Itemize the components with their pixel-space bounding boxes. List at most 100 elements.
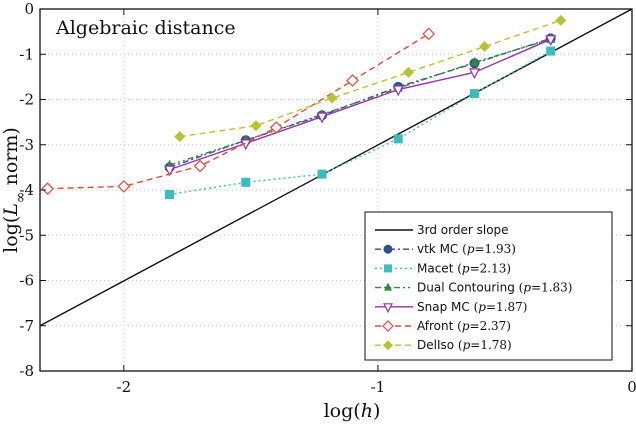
data-point-snap [469, 68, 480, 80]
data-point-macet [393, 134, 403, 144]
legend-p-open: ( [474, 300, 479, 314]
series-deliso [174, 14, 567, 143]
legend-p-value: =1.93) [475, 242, 516, 256]
data-point-deliso [555, 14, 567, 26]
y-tick-label: -4 [19, 181, 34, 199]
x-axis-title: log(h) [324, 400, 381, 422]
y-axis-title-prefix: log( [0, 216, 22, 253]
legend-p-symbol: p [462, 261, 470, 275]
legend-p-open: ( [457, 319, 462, 333]
y-tick-label: -1 [19, 45, 34, 63]
legend: 3rd order slope vtk MC (p=1.93) Macet (p=2… [364, 211, 613, 361]
legend-box [364, 211, 613, 361]
data-point-afront [346, 74, 359, 87]
y-axis-title-var: L [0, 203, 22, 217]
x-tick-label: -2 [117, 378, 132, 396]
legend-p-symbol: p [463, 338, 471, 352]
series-line-snap [169, 38, 551, 171]
legend-marker-vtk [383, 244, 393, 254]
legend-p-open: ( [462, 242, 467, 256]
series-layer [41, 14, 567, 200]
reference-line [39, 8, 633, 327]
data-point-macet [546, 46, 556, 56]
y-tick-label: -5 [19, 226, 34, 244]
legend-entry-snap: Snap MC (p=1.87) [375, 300, 527, 314]
legend-marker-afront [382, 320, 394, 332]
legend-p-value: =2.37) [470, 319, 511, 333]
legend-entry-dual: Dual Contouring (p=1.83) [375, 281, 572, 295]
reference-line-layer [39, 8, 633, 327]
data-point-afront [422, 27, 436, 41]
legend-marker-macet [384, 264, 392, 273]
y-axis-title: log(L∞ norm) [0, 127, 29, 253]
series-line-dual [169, 38, 551, 166]
data-point-afront [117, 180, 131, 193]
y-axis-title-sub: ∞ [13, 191, 29, 203]
legend-p-value: =1.87) [486, 300, 527, 314]
data-point-macet [241, 177, 251, 187]
legend-label-reference: 3rd order slope [417, 223, 509, 237]
legend-entry-vtk: vtk MC (p=1.93) [375, 242, 516, 256]
data-point-afront [193, 159, 207, 173]
y-tick-label: 0 [24, 0, 34, 18]
legend-marker-dual [384, 282, 392, 291]
y-axis-title-suffix: norm) [0, 127, 22, 191]
legend-entry-afront: Afront (p=2.37) [375, 319, 511, 333]
y-tick-label: -3 [19, 136, 34, 154]
legend-p-open: ( [458, 338, 463, 352]
x-axis-title-var: h [361, 400, 373, 422]
data-point-snap [392, 85, 404, 97]
legend-p-value: =2.13) [470, 261, 511, 275]
legend-entry-deliso: DelIso (p=1.78) [375, 338, 512, 352]
series-snap [164, 35, 557, 177]
series-line-afront [47, 33, 430, 190]
legend-p-symbol: p [478, 300, 486, 314]
data-point-macet [317, 169, 327, 179]
legend-label-afront: Afront (p=2.37) [417, 319, 511, 333]
data-point-deliso [402, 66, 414, 78]
legend-items: 3rd order slope vtk MC (p=1.93) Macet (p=2… [375, 223, 572, 352]
y-tick-label: -6 [19, 272, 34, 290]
legend-label-dual: Dual Contouring (p=1.83) [417, 281, 572, 295]
data-point-macet [165, 190, 175, 200]
data-point-dual [469, 56, 479, 66]
series-line-macet [169, 50, 552, 196]
legend-p-value: =1.78) [470, 338, 511, 352]
series-macet [165, 46, 556, 200]
legend-label-macet: Macet (p=2.13) [417, 261, 511, 275]
legend-label-snap: Snap MC (p=1.87) [417, 300, 527, 314]
legend-entry-reference: 3rd order slope [375, 223, 509, 237]
data-point-afront [41, 182, 54, 195]
series-afront [41, 27, 436, 195]
x-axis-title-suffix: ) [373, 400, 380, 422]
x-axis-title-prefix: log( [324, 400, 361, 422]
legend-p-open: ( [457, 261, 462, 275]
legend-p-symbol: p [462, 319, 470, 333]
data-point-deliso [250, 120, 262, 132]
y-tick-label: -8 [19, 362, 34, 380]
legend-marker-snap [383, 303, 393, 314]
x-tick-label: 0 [627, 378, 636, 396]
data-point-snap [164, 165, 176, 177]
data-point-deliso [479, 41, 491, 53]
legend-entry-macet: Macet (p=2.13) [375, 261, 511, 275]
chart-title: Algebraic distance [55, 17, 236, 39]
data-point-macet [469, 89, 479, 99]
data-point-deliso [174, 131, 186, 143]
legend-marker-deliso [383, 340, 393, 351]
series-line-deliso [179, 19, 562, 138]
series-line-vtk [169, 37, 551, 169]
x-tick-label: -1 [371, 378, 386, 396]
legend-label-vtk: vtk MC (p=1.93) [417, 242, 516, 256]
y-tick-label: -2 [19, 91, 34, 109]
legend-p-symbol: p [523, 281, 531, 295]
tick-layer: -2 -1 0 0 -1 -2 -3 -4 -5 -6 -7 -8 [19, 0, 636, 396]
data-point-snap [316, 112, 328, 124]
data-point-snap [545, 35, 557, 47]
data-point-afront [269, 121, 283, 134]
legend-p-value: =1.83) [531, 281, 572, 295]
y-tick-label: -7 [19, 317, 34, 335]
data-point-deliso [326, 92, 338, 104]
